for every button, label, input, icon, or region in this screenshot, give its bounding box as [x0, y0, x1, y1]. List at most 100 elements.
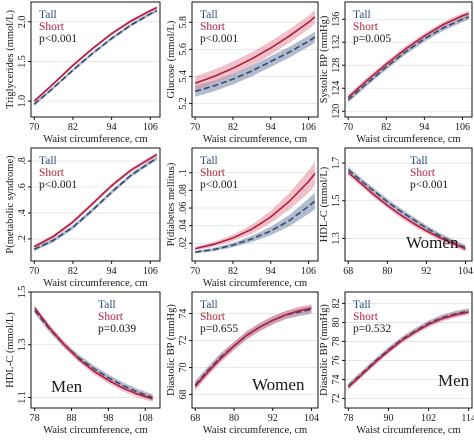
panel-p9: 78 90 102 114 72 74 76 78 80 82 Waist circumferenc…	[319, 291, 474, 436]
x-tick-label: 106	[143, 266, 158, 277]
legend-short: Short	[353, 21, 379, 33]
x-axis-title: Waist circumference, cm	[203, 134, 307, 145]
ci-band-tall	[195, 192, 315, 254]
plot-frame	[30, 147, 161, 262]
y-tick-label: .08	[178, 184, 189, 197]
y-tick-label: 120	[331, 104, 342, 119]
x-tick-label: 94	[266, 266, 276, 277]
x-tick-label: 80	[382, 266, 392, 277]
p-value-label: p=0.655	[200, 323, 238, 335]
x-tick-label: 82	[381, 122, 391, 133]
p-value-label: p=0.005	[353, 33, 391, 45]
legend-short: Short	[39, 21, 65, 33]
series-line-short	[194, 16, 316, 84]
y-tick-label: .4	[17, 209, 28, 217]
series-line-tall	[347, 16, 470, 101]
x-axis-title: Waist circumference, cm	[43, 278, 147, 289]
y-tick-label: .2	[17, 235, 28, 243]
y-tick-label: 1.1	[17, 391, 28, 404]
x-tick-label: 82	[228, 122, 238, 133]
legend-tall: Tall	[200, 9, 218, 21]
y-axis-title: Systolic BP (mmHg)	[319, 15, 330, 103]
ci-band-short	[34, 304, 153, 402]
x-tick-label: 106	[455, 122, 470, 133]
legend-short: Short	[353, 311, 379, 323]
y-tick-label: 5.8	[178, 16, 189, 29]
legend-tall: Tall	[410, 155, 428, 167]
panel-p3: 70 82 94 106 120 124 128 132 136 Waist circumfere…	[319, 1, 473, 145]
y-tick-label: 5.4	[178, 70, 189, 83]
y-tick-label: 74	[178, 309, 189, 319]
y-axis-title: Diastolic BP (mmHg)	[166, 304, 177, 396]
y-axis-title: Triglycerides (mmol/L)	[5, 9, 16, 109]
legend-short: Short	[410, 167, 436, 179]
y-tick-label: 80	[331, 317, 342, 327]
x-tick-label: 98	[103, 413, 113, 424]
x-tick-label: 82	[68, 122, 78, 133]
x-tick-label: 104	[304, 413, 319, 424]
y-tick-label: 1.0	[17, 95, 28, 108]
x-tick-label: 68	[343, 266, 353, 277]
x-tick-label: 104	[458, 266, 473, 277]
x-axis-title: Waist circumference, cm	[203, 425, 307, 436]
panel-p5: 70 82 94 106 .02 .04 .06 .08 .1 Waist circumferen…	[166, 147, 319, 289]
legend-tall: Tall	[200, 155, 218, 167]
legend-tall: Tall	[200, 299, 218, 311]
panel-p1: 70 82 94 106 1.0 1.5 2.0 Waist circumference, c…	[5, 1, 161, 145]
x-tick-label: 106	[143, 122, 158, 133]
x-tick-label: 102	[421, 413, 436, 424]
legend-tall: Tall	[353, 9, 371, 21]
y-axis-title: P(diabetes mellitus)	[166, 162, 177, 246]
series-line-short	[195, 173, 316, 250]
y-tick-label: 5.6	[178, 43, 189, 56]
y-tick-label: 1.5	[17, 286, 28, 299]
p-value-label: p<0.001	[39, 179, 77, 191]
legend-tall: Tall	[39, 155, 57, 167]
y-tick-label: 74	[331, 374, 342, 384]
x-tick-label: 78	[343, 413, 353, 424]
y-axis-title: HDL-C (mmol/L)	[319, 166, 330, 242]
plot-frame	[191, 147, 319, 262]
legend-short: Short	[39, 167, 65, 179]
y-tick-label: 72	[331, 393, 342, 403]
series-line-short	[347, 12, 470, 98]
x-axis-title: Waist circumference, cm	[43, 134, 147, 145]
y-tick-label: 1.5	[17, 55, 28, 68]
x-axis-title: Waist circumference, cm	[356, 134, 460, 145]
x-axis-title: Waist circumference, cm	[356, 425, 460, 436]
series-line-short	[34, 307, 153, 400]
x-tick-label: 106	[301, 122, 316, 133]
sex-annotation: Men	[51, 377, 83, 396]
y-tick-label: 128	[331, 58, 342, 73]
sex-annotation: Men	[438, 371, 470, 390]
x-tick-label: 82	[228, 266, 238, 277]
legend-short: Short	[200, 167, 226, 179]
x-tick-label: 94	[107, 266, 117, 277]
ci-band-tall	[348, 14, 469, 103]
y-tick-label: 132	[331, 35, 342, 50]
p-value-label: p=0.532	[353, 323, 391, 335]
p-value-label: p<0.001	[200, 179, 238, 191]
x-tick-label: 70	[190, 122, 200, 133]
y-tick-label: .02	[178, 237, 189, 250]
legend-tall: Tall	[98, 299, 116, 311]
y-tick-label: 1.7	[331, 157, 342, 170]
y-axis-title: P(metabolic syndrome)	[5, 155, 16, 254]
x-tick-label: 92	[421, 266, 431, 277]
panel-p7: 78 88 98 108 1.1 1.3 1.5 Waist circumference, c…	[5, 286, 161, 436]
series-line-short	[347, 171, 466, 250]
ci-band-tall	[34, 156, 157, 252]
y-tick-label: 1.3	[17, 338, 28, 351]
legend-short: Short	[200, 311, 226, 323]
p-value-label: p<0.001	[39, 33, 77, 45]
y-tick-label: 82	[331, 298, 342, 308]
series-line-tall	[194, 36, 316, 93]
plot-frame	[191, 291, 319, 409]
plot-frame	[30, 291, 161, 409]
legend-tall: Tall	[39, 9, 57, 21]
series-line-tall	[195, 200, 316, 253]
series-line-short	[33, 153, 158, 248]
plot-frame	[344, 291, 473, 409]
y-axis-title: Glucose (mmol/L)	[166, 20, 177, 98]
